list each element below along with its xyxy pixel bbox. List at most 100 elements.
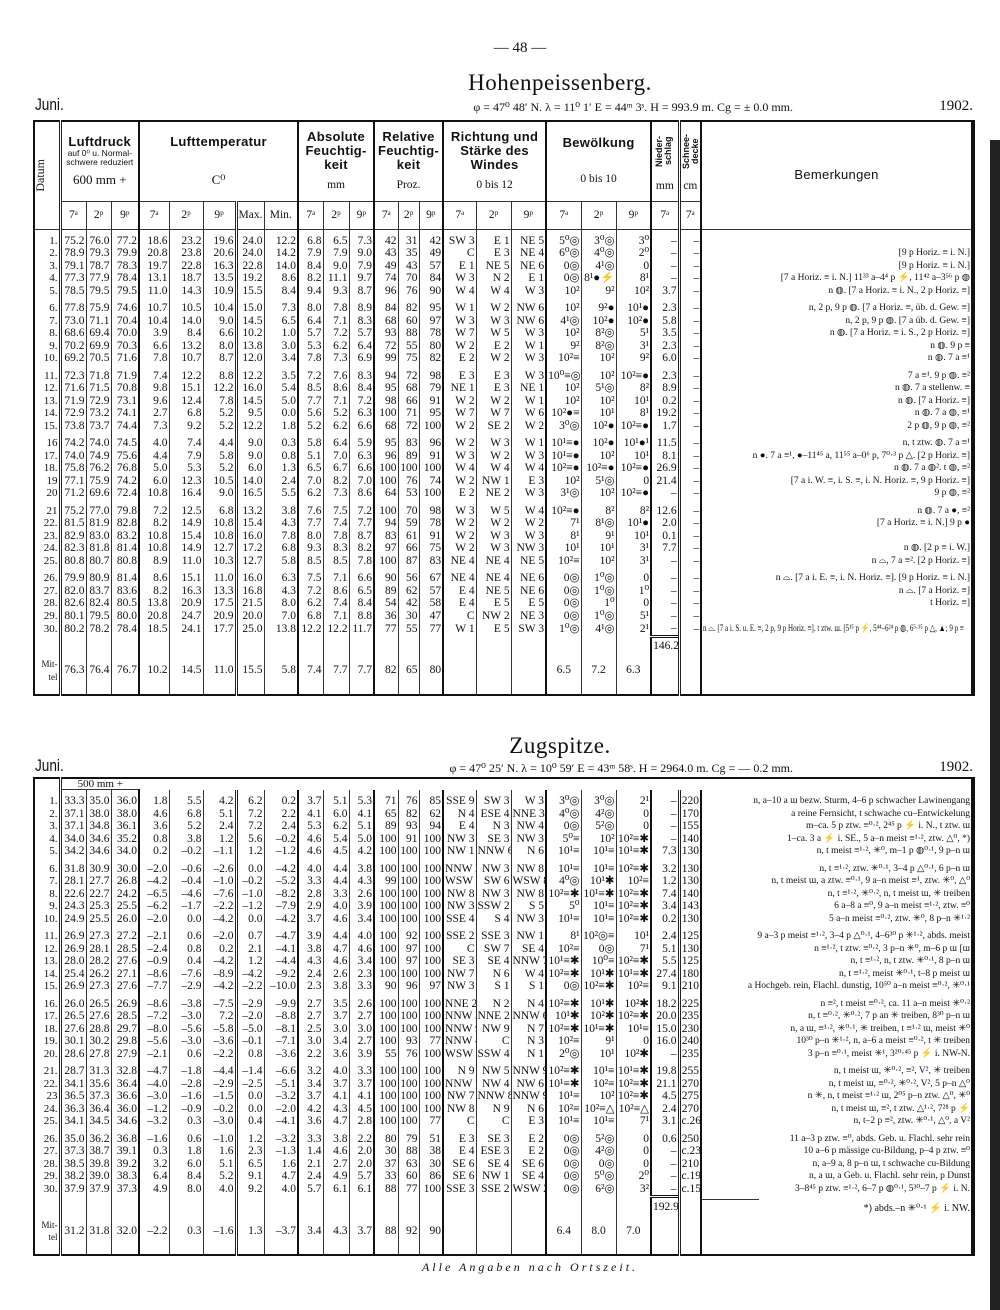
pressure-7a-cell: 80.2 bbox=[58, 622, 86, 636]
table-bottom-spacer bbox=[33, 1246, 973, 1255]
temp-2p-cell: 10.5 bbox=[168, 302, 203, 315]
header-snow: Schnee-decke cm bbox=[677, 121, 702, 202]
abs-hum-7a-cell bbox=[297, 567, 324, 572]
temp-min-cell: –4.2 bbox=[263, 862, 299, 875]
wind-2p-cell: NW 5 bbox=[475, 1065, 512, 1078]
temp-2p-cell: –2.8 bbox=[168, 1077, 204, 1090]
cloud-7a-cell: 10²≡✱ bbox=[545, 887, 582, 900]
temp-min-cell: 4.7 bbox=[263, 1170, 299, 1183]
temp-min-cell: –5.2 bbox=[263, 875, 299, 888]
group-spacer bbox=[33, 297, 973, 302]
abs-hum-2p-cell: 3.4 bbox=[322, 1035, 350, 1048]
cloud-7a-cell: 0◎ bbox=[545, 259, 582, 272]
rel-hum-9p-cell bbox=[418, 925, 444, 930]
cloud-7a-cell bbox=[545, 636, 582, 656]
cloud-9p-cell: 10²≡ bbox=[615, 980, 652, 993]
abs-hum-9p-cell: 7.7 bbox=[348, 655, 375, 686]
abs-hum-7a-cell: 2.7 bbox=[297, 997, 324, 1010]
wind-2p-cell: E 1 bbox=[475, 229, 512, 247]
abs-hum-9p-cell: 6.6 bbox=[348, 572, 375, 585]
precipitation-cell bbox=[650, 857, 680, 863]
snow-depth-cell: – bbox=[677, 339, 702, 352]
rel-hum-2p-cell bbox=[397, 364, 420, 370]
rel-hum-7a-cell: 83 bbox=[373, 529, 399, 542]
wind-2p-cell: W 5 bbox=[475, 504, 512, 517]
day-cell: 5. bbox=[33, 845, 60, 858]
wind-7a-cell: NNW 9 bbox=[442, 1022, 477, 1035]
cloud-2p-cell: 10¹≡ bbox=[580, 862, 617, 875]
wind-7a-cell: E 3 bbox=[442, 1132, 477, 1145]
temp-7a-cell: –2.0 bbox=[138, 912, 170, 925]
remark-text: a Hochgeb. rein, Flachl. dunstig, 10⁵⁰ a… bbox=[747, 981, 970, 991]
precipitation-cell: 2.3 bbox=[650, 339, 680, 352]
table-row: 7. 28.1 27.7 26.8 –4.2 –0.4 –1.0 –0.2 –5.2 3.3 4.4… bbox=[33, 875, 973, 888]
pressure-2p-cell: 26.5 bbox=[85, 997, 111, 1010]
rel-hum-2p-cell: 70 bbox=[397, 272, 420, 285]
abs-hum-2p-cell: 6.2 bbox=[322, 820, 350, 833]
rel-hum-2p-cell bbox=[397, 1060, 420, 1065]
cloud-7a-cell: 3⁰◎ bbox=[545, 789, 582, 808]
remark-text: n, t ztw. ◍. 7 a ≡¹ bbox=[902, 438, 970, 448]
pressure-9p-cell: 38.0 bbox=[110, 807, 140, 820]
cloud-2p-cell: 10²● bbox=[580, 314, 617, 327]
rel-hum-7a-cell: 36 bbox=[373, 609, 399, 622]
pressure-9p-cell: 74.1 bbox=[110, 407, 139, 420]
pressure-7a-cell bbox=[58, 636, 86, 656]
cloud-9p-cell: 0 bbox=[615, 597, 652, 610]
wind-9p-cell: N 6 bbox=[510, 1102, 547, 1115]
cloud-9p-cell: 10²● bbox=[615, 314, 652, 327]
table-row: 16 74.2 74.0 74.5 4.0 7.4 4.4 9.0 0.3 5.8 6.4 5.9 95… bbox=[33, 437, 973, 450]
snow-depth-cell: c.190 bbox=[677, 1170, 702, 1183]
precipitation-cell: 15.0 bbox=[650, 1022, 680, 1035]
rel-hum-9p-cell: 84 bbox=[418, 272, 444, 285]
rel-hum-7a-cell: 49 bbox=[373, 259, 399, 272]
temp-9p-cell: –3.0 bbox=[202, 1115, 237, 1128]
temp-9p-cell: 10.5 bbox=[202, 474, 236, 487]
cloud-2p-cell: 10¹✱ bbox=[580, 875, 617, 888]
rel-hum-2p-cell: 66 bbox=[397, 542, 420, 555]
cloud-9p-cell: 10²≡✱ bbox=[615, 887, 652, 900]
abs-hum-2p-cell: 6.2 bbox=[322, 339, 350, 352]
temp-9p-cell: 10.8 bbox=[202, 529, 236, 542]
pressure-2p-cell: 25.5 bbox=[85, 912, 111, 925]
rel-hum-7a-cell: 54 bbox=[373, 597, 399, 610]
snow-depth-cell: – bbox=[677, 247, 702, 260]
day-cell: 9. bbox=[33, 900, 60, 913]
cloud-2p-cell: 9¹ bbox=[580, 1035, 617, 1048]
snow-depth-cell: 230 bbox=[677, 1022, 702, 1035]
pressure-2p-cell: 75.9 bbox=[85, 474, 111, 487]
day-cell: 13. bbox=[33, 394, 60, 407]
cloud-2p-cell: 8² bbox=[580, 504, 617, 517]
rel-hum-9p-cell: 100 bbox=[418, 862, 444, 875]
abs-hum-7a-cell: 3.4 bbox=[297, 1216, 324, 1246]
wind-9p-cell: NE 6 bbox=[510, 259, 547, 272]
remark-text: a reine Fernsicht, t schwache cu–Entwick… bbox=[791, 808, 970, 819]
header-relative-humidity-title: Relative Feuchtig-keit bbox=[377, 129, 440, 173]
temp-min-cell: 6.5 bbox=[263, 314, 299, 327]
cloud-9p-cell: 0 bbox=[615, 807, 652, 820]
wind-9p-cell: E 1 bbox=[510, 272, 547, 285]
wind-9p-cell: NW 6 bbox=[510, 1077, 547, 1090]
day-cell: 19 bbox=[33, 474, 60, 487]
pressure-9p-cell: 79.5 bbox=[110, 284, 139, 297]
cloud-7a-cell: 10⁰≡◎ bbox=[545, 369, 582, 382]
temp-2p-cell: –5.6 bbox=[168, 1022, 204, 1035]
temp-7a-cell: 6.0 bbox=[138, 474, 169, 487]
temp-9p-cell: –5.8 bbox=[202, 1022, 237, 1035]
day-cell: 5. bbox=[33, 284, 60, 297]
pressure-9p-cell bbox=[110, 297, 139, 302]
temp-2p-cell: 16.3 bbox=[168, 584, 203, 597]
temp-max-cell: 10.2 bbox=[234, 327, 264, 340]
pressure-9p-cell: 27.6 bbox=[110, 955, 140, 968]
wind-7a-cell: NW 7 bbox=[442, 1090, 477, 1103]
wind-2p-cell: NE 4 bbox=[475, 572, 512, 585]
wind-9p-cell bbox=[510, 1246, 547, 1255]
snow-depth-cell: – bbox=[677, 229, 702, 247]
cloud-7a-cell: 10¹≡ bbox=[545, 845, 582, 858]
day-cell bbox=[33, 499, 60, 505]
day-cell: 17. bbox=[33, 1010, 60, 1023]
rel-hum-2p-cell: 100 bbox=[397, 1077, 420, 1090]
remark-cell: 1–ca. 3 a ⚡ i. SE., 5 a–n meist ≡¹·², zt… bbox=[700, 832, 973, 845]
rel-hum-9p-cell: 51 bbox=[418, 1132, 444, 1145]
wind-2p-cell: NE 5 bbox=[475, 584, 512, 597]
